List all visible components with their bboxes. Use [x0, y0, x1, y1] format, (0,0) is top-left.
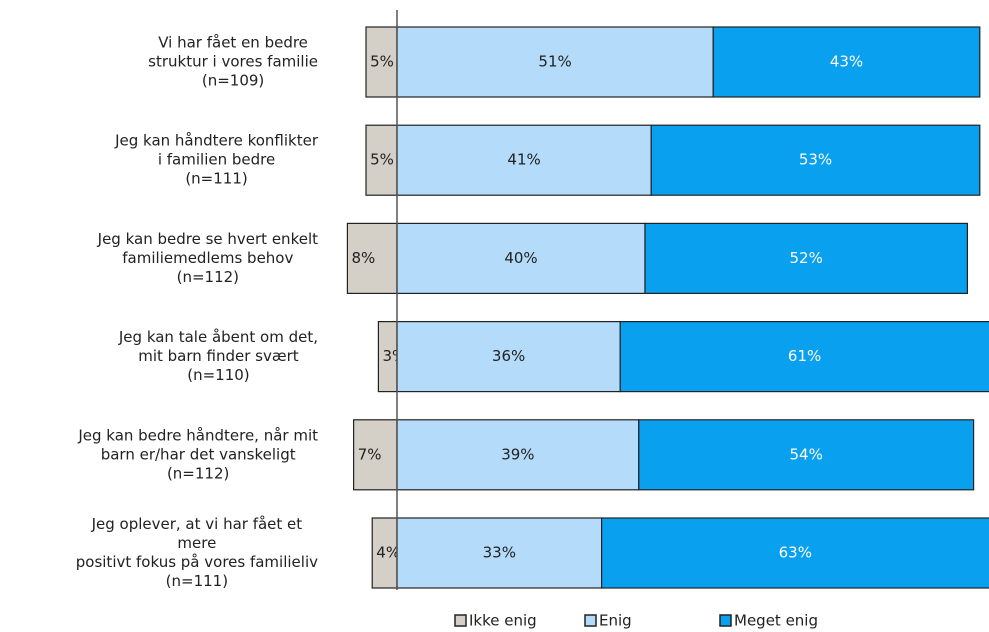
- value-label: 33%: [483, 544, 516, 562]
- legend-label: Meget enig: [734, 612, 818, 630]
- value-label: 8%: [352, 249, 376, 267]
- legend-swatch: [719, 614, 732, 627]
- bar: [396, 419, 640, 491]
- category-label: Jeg kan tale åbent om det,: [118, 328, 318, 346]
- category-label: Jeg kan håndtere konflikter: [114, 132, 319, 150]
- bar: [396, 26, 714, 98]
- value-label: 63%: [779, 544, 812, 562]
- bar: [353, 419, 398, 491]
- bar: [644, 222, 968, 294]
- category-label: barn er/har det vanskeligt: [101, 445, 296, 463]
- bar: [638, 419, 975, 491]
- value-label: 54%: [790, 445, 823, 463]
- legend-label: Enig: [599, 612, 632, 630]
- value-label: 5%: [370, 151, 394, 169]
- category-label: mit barn finder svært: [138, 347, 299, 365]
- category-label: familiemedlems behov: [122, 249, 293, 267]
- value-label: 40%: [504, 249, 537, 267]
- legend-swatch: [584, 614, 597, 627]
- category-label: struktur i vores familie: [148, 53, 318, 71]
- value-label: 51%: [538, 53, 571, 71]
- value-label: 36%: [492, 347, 525, 365]
- bar: [365, 26, 398, 98]
- legend-swatch: [454, 614, 467, 627]
- value-label: 7%: [358, 445, 382, 463]
- category-label: (n=111): [166, 572, 228, 590]
- value-label: 39%: [501, 445, 534, 463]
- category-label: (n=109): [202, 72, 264, 90]
- category-label: Jeg kan bedre håndtere, når mit: [77, 426, 318, 444]
- value-label: 61%: [788, 347, 821, 365]
- category-label: (n=112): [177, 268, 239, 286]
- category-label: i familien bedre: [158, 151, 275, 169]
- category-label: (n=111): [185, 170, 247, 188]
- legend-label: Ikke enig: [469, 612, 537, 630]
- bar: [346, 222, 398, 294]
- bar: [712, 26, 981, 98]
- bar: [396, 124, 652, 196]
- bar: [600, 517, 989, 589]
- category-label: positivt fokus på vores familieliv: [76, 553, 318, 571]
- category-label: (n=112): [167, 464, 229, 482]
- plot: 5% 51% 43%5% 41% 53%8% 40% 52%3% 36% 61%7% 39% 54%…: [346, 26, 989, 589]
- category-label: mere: [177, 534, 216, 552]
- value-label: 43%: [830, 53, 863, 71]
- category-label: Vi har fået en bedre: [158, 34, 308, 52]
- value-label: 52%: [790, 249, 823, 267]
- bar: [371, 517, 398, 589]
- bar: [619, 321, 989, 393]
- value-label: 4%: [376, 544, 400, 562]
- category-label: Jeg kan bedre se hvert enkelt: [97, 230, 318, 248]
- value-label: 41%: [507, 151, 540, 169]
- category-label: (n=110): [187, 366, 249, 384]
- value-label: 5%: [370, 53, 394, 71]
- category-label: Jeg oplever, at vi har fået et: [91, 515, 303, 533]
- value-label: 53%: [799, 151, 832, 169]
- bar: [650, 124, 981, 196]
